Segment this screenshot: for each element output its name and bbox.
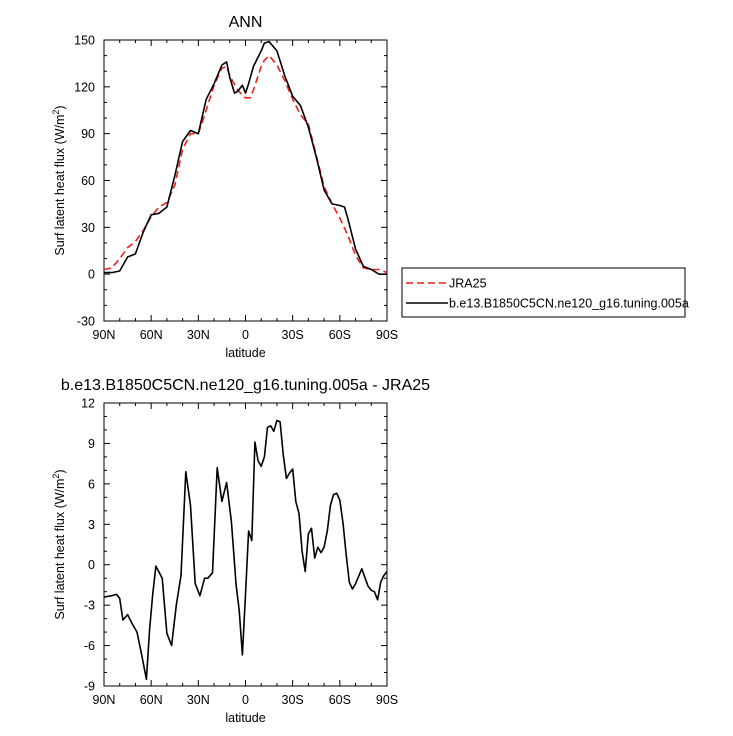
legend-label-1: b.e13.B1850C5CN.ne120_g16.tuning.005a [449, 297, 689, 311]
y-axis-label: Surf latent heat flux (W/m2) [51, 105, 67, 255]
y-tick-label: 0 [88, 268, 95, 282]
legend: JRA25 b.e13.B1850C5CN.ne120_g16.tuning.00… [401, 267, 689, 318]
y-axis-label: Surf latent heat flux (W/m2) [51, 469, 67, 619]
series-line-0 [103, 419, 388, 681]
y-tick-label: 9 [88, 437, 95, 451]
y-axis-label-text: Surf latent heat flux (W/m [53, 479, 67, 620]
y-tick-label: -9 [84, 680, 95, 694]
series-line-0 [103, 54, 388, 274]
x-tick-label: 30S [282, 693, 304, 707]
x-axis-label: latitude [225, 346, 265, 360]
y-tick-label: 0 [88, 558, 95, 572]
chart-title: ANN [229, 14, 263, 31]
y-tick-label: 3 [88, 518, 95, 532]
x-tick-label: 90S [376, 693, 398, 707]
y-axis-label-group: Surf latent heat flux (W/m2) [51, 105, 67, 255]
y-tick-label: 90 [81, 127, 95, 141]
legend-label-0: JRA25 [449, 277, 487, 291]
series-line-1 [104, 40, 387, 276]
y-tick-label: 150 [74, 34, 95, 48]
x-tick-label: 90S [376, 328, 398, 342]
x-tick-label: 90N [93, 328, 116, 342]
legend-box [401, 267, 686, 318]
x-tick-label: 60S [329, 693, 351, 707]
x-tick-label: 30S [282, 328, 304, 342]
x-axis-label: latitude [225, 711, 265, 725]
plot-frame [103, 39, 388, 322]
x-tick-label: 60S [329, 328, 351, 342]
y-tick-label: 120 [74, 80, 95, 94]
y-tick-label: -3 [84, 599, 95, 613]
y-tick-label: 30 [81, 221, 95, 235]
y-axis-label-superscript: 2 [51, 474, 61, 479]
chart-panel-difference: b.e13.B1850C5CN.ne120_g16.tuning.005a - … [51, 377, 430, 725]
y-axis-label-group: Surf latent heat flux (W/m2) [51, 469, 67, 619]
y-tick-label: 12 [81, 397, 95, 411]
y-axis-label-close: ) [53, 105, 67, 109]
x-tick-label: 30N [187, 328, 210, 342]
y-tick-label: -30 [77, 315, 95, 329]
y-axis-label-close: ) [53, 469, 67, 473]
y-axis-label-superscript: 2 [51, 110, 61, 115]
x-tick-label: 60N [140, 693, 163, 707]
x-tick-label: 30N [187, 693, 210, 707]
y-tick-label: -6 [84, 639, 95, 653]
y-tick-label: 60 [81, 174, 95, 188]
chart-title: b.e13.B1850C5CN.ne120_g16.tuning.005a - … [61, 377, 430, 394]
x-tick-label: 0 [242, 328, 249, 342]
y-axis-label-text: Surf latent heat flux (W/m [53, 115, 67, 256]
x-tick-label: 90N [93, 693, 116, 707]
x-tick-label: 60N [140, 328, 163, 342]
chart-panel-annual-latent-heat: ANN -30 0 30 60 90 120 150 90N 60N 30N 0 30S 60S 90S la… [51, 14, 398, 360]
x-tick-label: 0 [242, 693, 249, 707]
y-tick-label: 6 [88, 477, 95, 491]
